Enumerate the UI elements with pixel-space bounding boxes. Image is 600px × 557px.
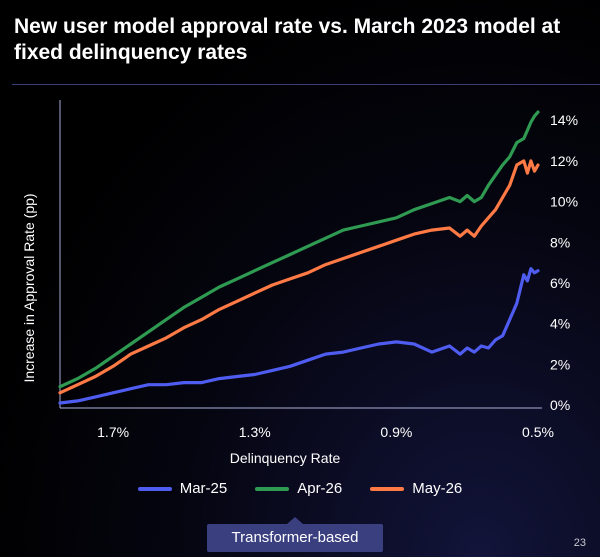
x-tick-label: 1.3% — [239, 424, 271, 440]
page-number: 23 — [573, 537, 586, 549]
chart-legend: Mar-25 Apr-26 May-26 — [0, 480, 600, 497]
series-line-may-26 — [58, 159, 540, 395]
legend-item-apr-26: Apr-26 — [255, 480, 342, 497]
y-tick-label: 12% — [550, 153, 578, 169]
x-tick-label: 0.9% — [380, 424, 412, 440]
y-axis-label: Increase in Approval Rate (pp) — [21, 193, 37, 382]
page-title: New user model approval rate vs. March 2… — [14, 15, 561, 64]
x-axis-label: Delinquency Rate — [230, 450, 341, 466]
x-tick-label: 0.5% — [522, 424, 554, 440]
y-tick-label: 6% — [550, 275, 570, 291]
legend-label: Mar-25 — [179, 480, 228, 497]
y-tick-label: 8% — [550, 234, 570, 250]
legend-swatch — [137, 486, 172, 491]
legend-label: May-26 — [412, 480, 463, 497]
legend-item-mar-25: Mar-25 — [137, 480, 228, 497]
legend-label: Apr-26 — [297, 480, 343, 497]
y-tick-label: 14% — [550, 112, 578, 128]
y-tick-label: 4% — [550, 316, 570, 332]
legend-swatch — [255, 486, 290, 491]
x-tick-labels: 1.7% 1.3% 0.9% 0.5% — [97, 424, 554, 440]
legend-item-may-26: May-26 — [370, 480, 462, 497]
legend-swatch — [370, 486, 405, 491]
y-tick-labels: 0% 2% 4% 6% 8% 10% 12% 14% — [550, 112, 578, 413]
y-tick-label: 10% — [550, 194, 578, 210]
series-lines — [58, 110, 540, 405]
series-line-mar-25 — [58, 267, 540, 405]
transformer-based-badge: Transformer-based — [207, 517, 383, 552]
y-tick-label: 2% — [550, 356, 570, 372]
x-tick-label: 1.7% — [97, 424, 129, 440]
title-divider — [12, 84, 600, 85]
series-line-apr-26 — [58, 110, 540, 389]
y-tick-label: 0% — [550, 397, 570, 413]
